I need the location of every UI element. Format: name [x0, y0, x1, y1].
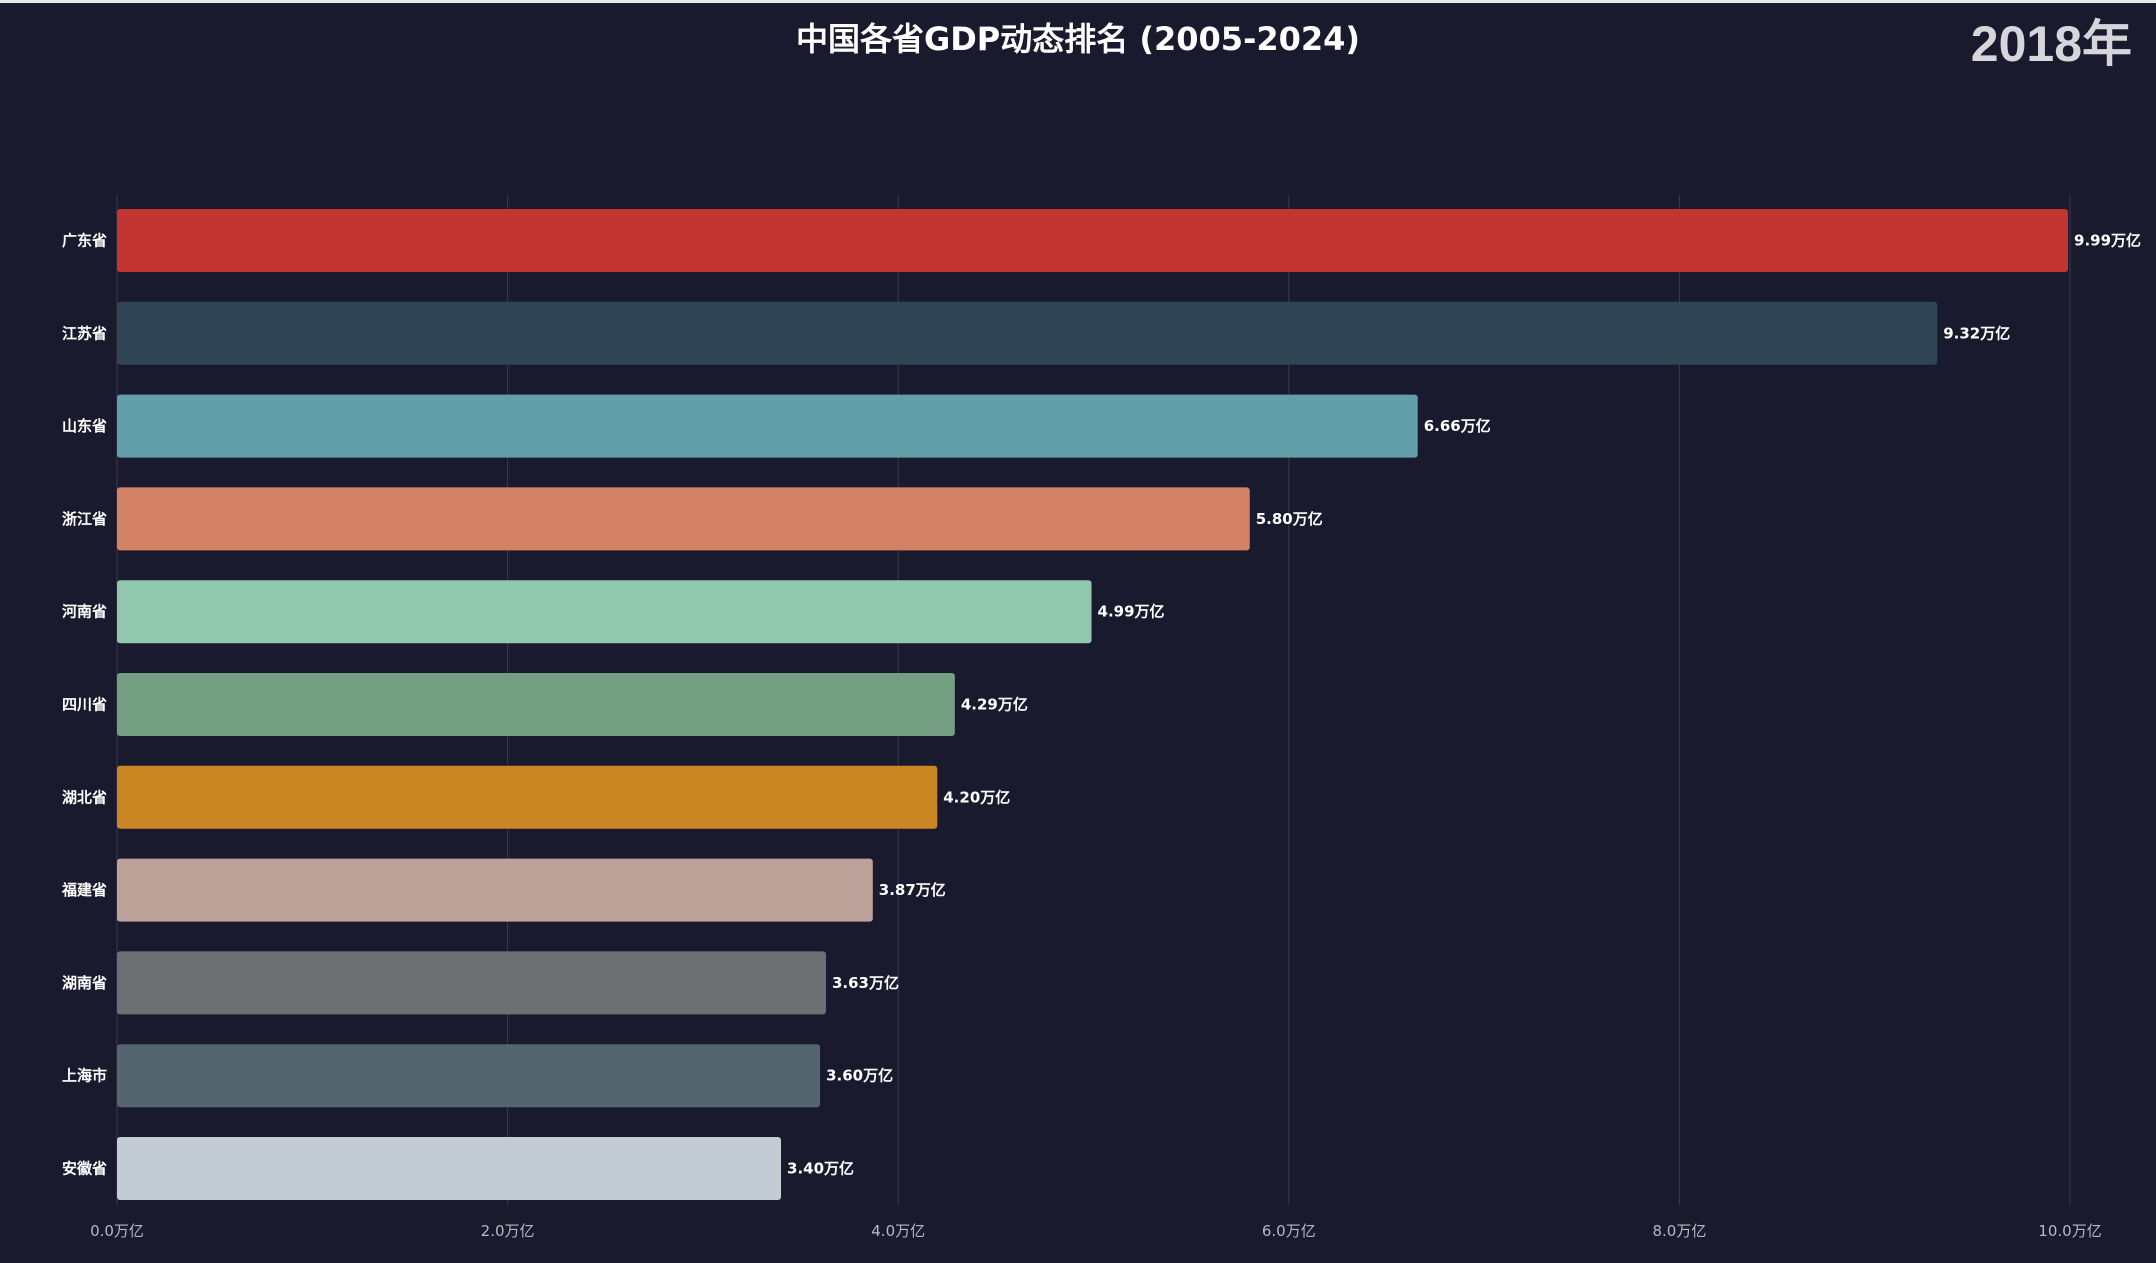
category-label: 山东省 [62, 417, 107, 435]
category-label: 四川省 [62, 696, 107, 714]
x-tick-label: 4.0万亿 [871, 1222, 925, 1240]
bar [117, 487, 1250, 551]
category-label: 福建省 [61, 881, 107, 899]
x-tick-label: 2.0万亿 [481, 1222, 535, 1240]
year-label: 2018年 [1970, 16, 2132, 72]
bar [117, 858, 873, 922]
bars [117, 209, 2069, 1200]
value-label: 3.63万亿 [832, 974, 899, 992]
value-label: 9.32万亿 [1943, 324, 2010, 342]
chart-title: 中国各省GDP动态排名 (2005-2024) [795, 20, 1361, 58]
value-label: 9.99万亿 [2074, 232, 2141, 250]
bar [117, 301, 1938, 365]
value-label: 3.60万亿 [826, 1067, 893, 1085]
category-label: 上海市 [62, 1067, 107, 1085]
category-label: 湖北省 [62, 788, 107, 806]
x-tick-label: 10.0万亿 [2038, 1222, 2101, 1240]
value-label: 3.87万亿 [879, 881, 946, 899]
bar [117, 951, 826, 1015]
category-label: 江苏省 [62, 324, 107, 342]
x-tick-label: 0.0万亿 [90, 1222, 144, 1240]
category-label: 浙江省 [62, 510, 107, 528]
value-label: 4.29万亿 [961, 696, 1028, 714]
bar [117, 765, 938, 829]
category-label: 河南省 [62, 603, 107, 621]
bar [117, 1044, 821, 1108]
value-label: 4.20万亿 [943, 788, 1010, 806]
value-labels: 9.99万亿 9.32万亿 6.66万亿 5.80万亿 4.99万亿 4.29万亿 4.20… [787, 232, 2141, 1178]
bar [117, 394, 1418, 458]
bar [117, 673, 955, 736]
value-label: 6.66万亿 [1424, 417, 1491, 435]
value-label: 5.80万亿 [1256, 510, 1323, 528]
top-border [0, 0, 2156, 3]
category-label: 湖南省 [62, 974, 107, 992]
value-label: 4.99万亿 [1098, 603, 1165, 621]
bar [117, 209, 2069, 272]
bar [117, 580, 1092, 644]
value-label: 3.40万亿 [787, 1160, 854, 1178]
category-label: 广东省 [62, 232, 107, 250]
x-tick-label: 6.0万亿 [1262, 1222, 1316, 1240]
category-label: 安徽省 [62, 1160, 107, 1178]
x-tick-label: 8.0万亿 [1652, 1222, 1706, 1240]
bar [117, 1137, 782, 1200]
x-axis-ticks: 0.0万亿 2.0万亿 4.0万亿 6.0万亿 8.0万亿 10.0万亿 [90, 1222, 2102, 1240]
